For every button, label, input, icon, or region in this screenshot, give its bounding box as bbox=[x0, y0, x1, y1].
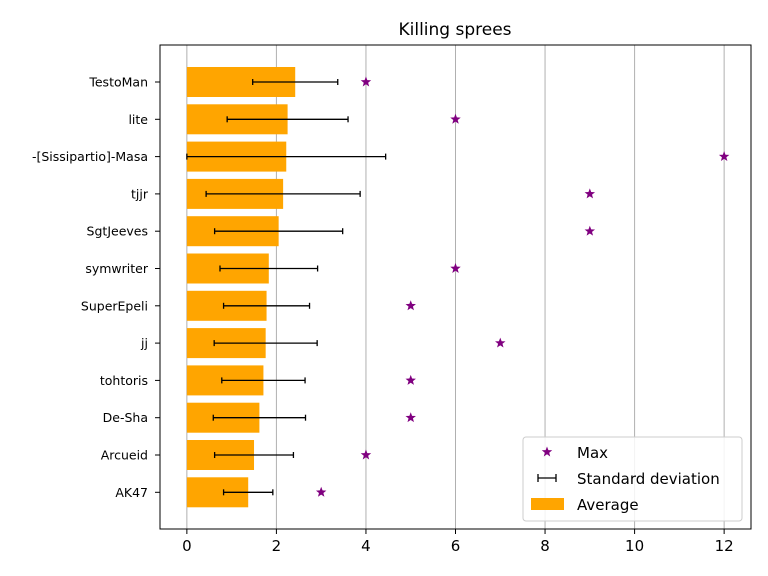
errorbar-layer bbox=[186, 79, 387, 496]
legend-std-label: Standard deviation bbox=[577, 470, 720, 488]
legend-average-label: Average bbox=[577, 496, 639, 514]
max-star-marker bbox=[718, 151, 730, 162]
legend-max-label: Max bbox=[577, 444, 608, 462]
x-tick-label: 8 bbox=[540, 537, 550, 555]
y-tick-label: Arcueid bbox=[101, 448, 148, 463]
y-tick-label: SuperEpeli bbox=[81, 298, 148, 313]
legend-max-star-icon bbox=[541, 446, 553, 457]
y-tick-label: SgtJeeves bbox=[87, 224, 148, 239]
max-star-marker bbox=[405, 300, 416, 311]
max-star-marker bbox=[360, 449, 372, 460]
max-star-marker bbox=[450, 263, 461, 273]
max-star-marker bbox=[315, 486, 327, 497]
y-tick-label: jj bbox=[140, 336, 148, 351]
x-tick-label: 0 bbox=[182, 537, 192, 555]
y-tick-label: tjjr bbox=[131, 186, 149, 201]
x-tick-label: 6 bbox=[451, 537, 461, 555]
x-tick-layer: 0 2 4 6 8 10 12 bbox=[182, 529, 734, 555]
x-tick-label: 4 bbox=[361, 537, 371, 555]
y-tick-label: symwriter bbox=[85, 261, 149, 276]
y-tick-label: TestoMan bbox=[88, 75, 148, 90]
max-star-marker bbox=[450, 113, 461, 124]
max-star-marker bbox=[405, 412, 416, 423]
x-tick-label: 2 bbox=[272, 537, 282, 555]
max-star-marker bbox=[584, 188, 596, 199]
y-tick-label: -[Sissipartio]-Masa bbox=[32, 149, 148, 164]
chart-title: Killing sprees bbox=[398, 20, 511, 40]
x-tick-label: 10 bbox=[625, 537, 644, 555]
legend: Max Standard deviation Average bbox=[522, 436, 743, 522]
max-star-marker bbox=[495, 337, 506, 348]
y-tick-label: lite bbox=[128, 112, 148, 127]
legend-average-swatch bbox=[531, 498, 564, 510]
max-star-marker bbox=[360, 76, 372, 87]
y-tick-label: tohtoris bbox=[100, 373, 148, 388]
max-star-marker bbox=[584, 225, 596, 236]
max-marker-layer bbox=[315, 76, 730, 497]
y-tick-label: AK47 bbox=[115, 485, 148, 500]
legend-frame bbox=[522, 436, 743, 522]
x-tick-label: 12 bbox=[715, 537, 734, 555]
y-tick-label: De-Sha bbox=[103, 410, 148, 425]
max-star-marker bbox=[405, 374, 416, 385]
legend-errorbar-icon bbox=[537, 474, 557, 482]
y-tick-layer: TestoMan lite -[Sissipartio]-Masa tjjr SgtJe… bbox=[32, 75, 160, 500]
